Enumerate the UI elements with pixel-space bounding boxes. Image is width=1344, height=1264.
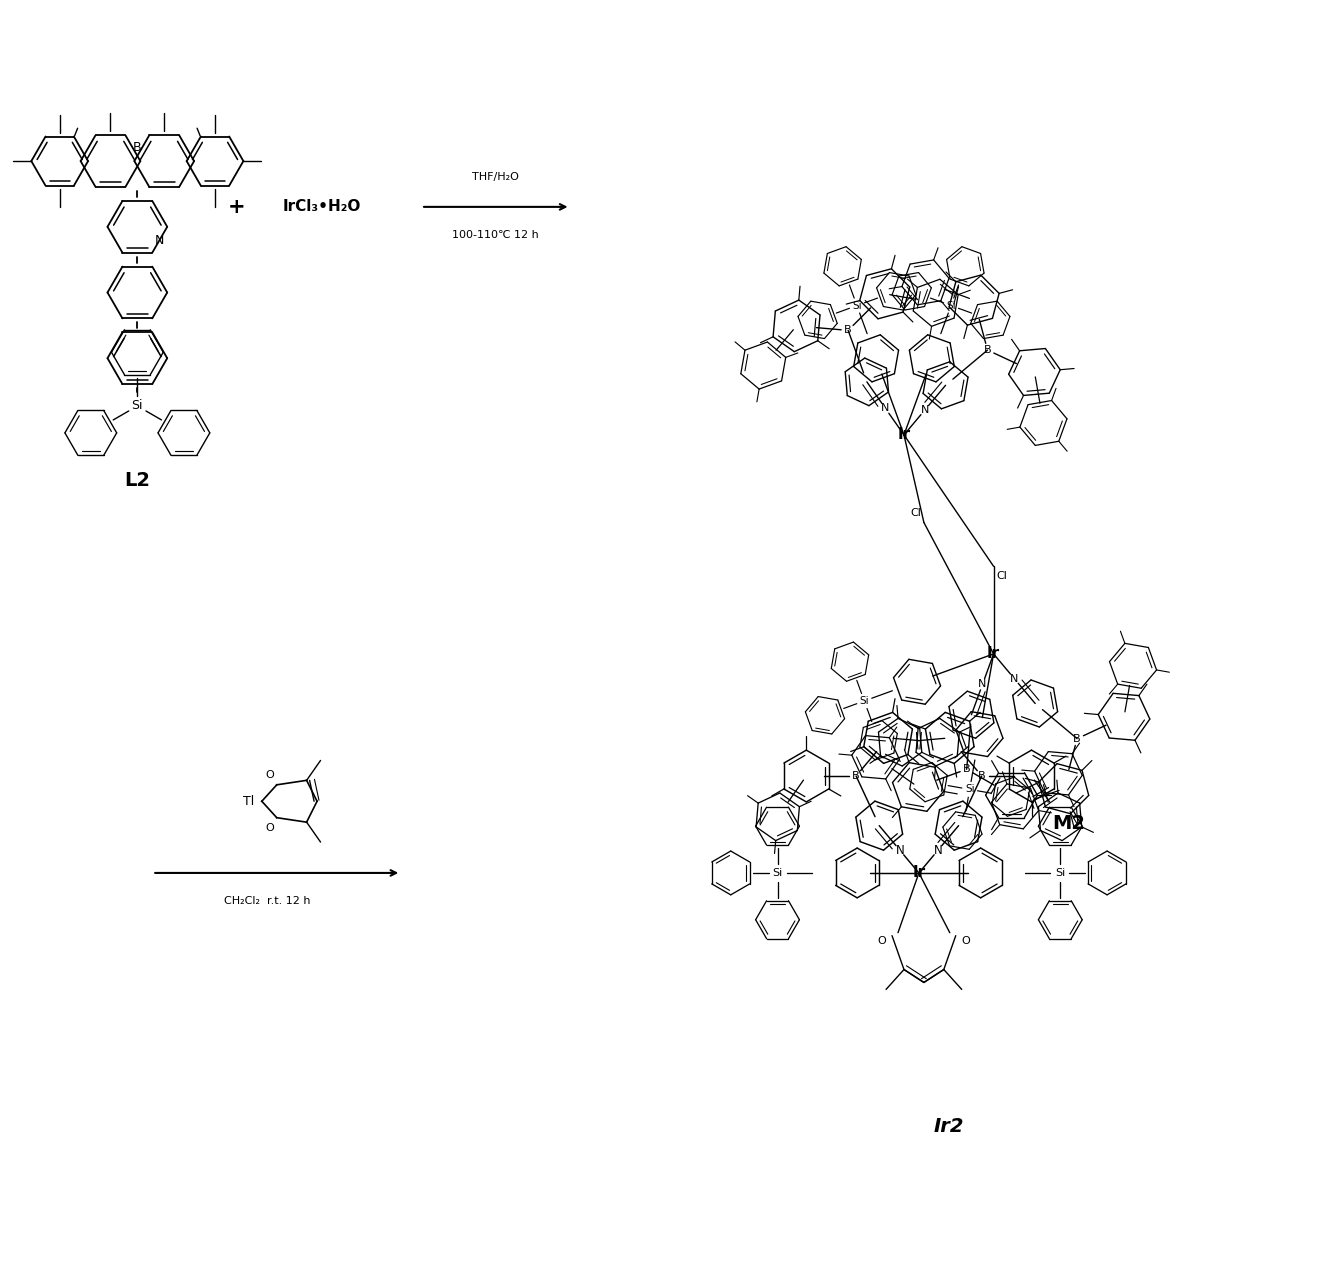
- Text: Si: Si: [1055, 868, 1066, 878]
- Text: B: B: [978, 771, 985, 781]
- Text: N: N: [155, 234, 164, 246]
- Text: N: N: [978, 679, 986, 689]
- Text: IrCl₃•H₂O: IrCl₃•H₂O: [282, 200, 360, 215]
- Text: N: N: [1011, 674, 1019, 684]
- Text: B: B: [962, 765, 970, 775]
- Text: Si: Si: [773, 868, 782, 878]
- Text: N: N: [921, 404, 929, 415]
- Text: O: O: [265, 823, 274, 833]
- Text: B: B: [1074, 733, 1081, 743]
- Text: B: B: [852, 771, 860, 781]
- Text: N: N: [895, 844, 905, 857]
- Text: Tl: Tl: [243, 795, 254, 808]
- Text: Ir: Ir: [913, 866, 926, 881]
- Text: +: +: [228, 197, 246, 217]
- Text: B: B: [984, 345, 992, 355]
- Text: O: O: [961, 935, 970, 945]
- Text: O: O: [265, 770, 274, 780]
- Text: Si: Si: [852, 301, 862, 311]
- Text: Si: Si: [859, 696, 870, 707]
- Text: Cl: Cl: [996, 571, 1007, 581]
- Text: L2: L2: [125, 471, 151, 490]
- Text: Ir2: Ir2: [934, 1117, 964, 1136]
- Text: Cl: Cl: [910, 508, 922, 517]
- Text: Si: Si: [965, 785, 974, 794]
- Text: Si: Si: [132, 399, 142, 412]
- Text: Si: Si: [946, 301, 956, 311]
- Text: CH₂Cl₂  r.t. 12 h: CH₂Cl₂ r.t. 12 h: [223, 896, 310, 906]
- Text: B: B: [133, 142, 141, 154]
- Text: Ir: Ir: [898, 427, 910, 442]
- Text: N: N: [934, 844, 942, 857]
- Text: N: N: [882, 403, 890, 413]
- Text: 100-110℃ 12 h: 100-110℃ 12 h: [453, 230, 539, 240]
- Text: M2: M2: [1052, 814, 1085, 833]
- Text: B: B: [844, 325, 852, 335]
- Text: O: O: [878, 935, 887, 945]
- Text: Ir: Ir: [986, 646, 1000, 661]
- Text: THF/H₂O: THF/H₂O: [472, 172, 519, 182]
